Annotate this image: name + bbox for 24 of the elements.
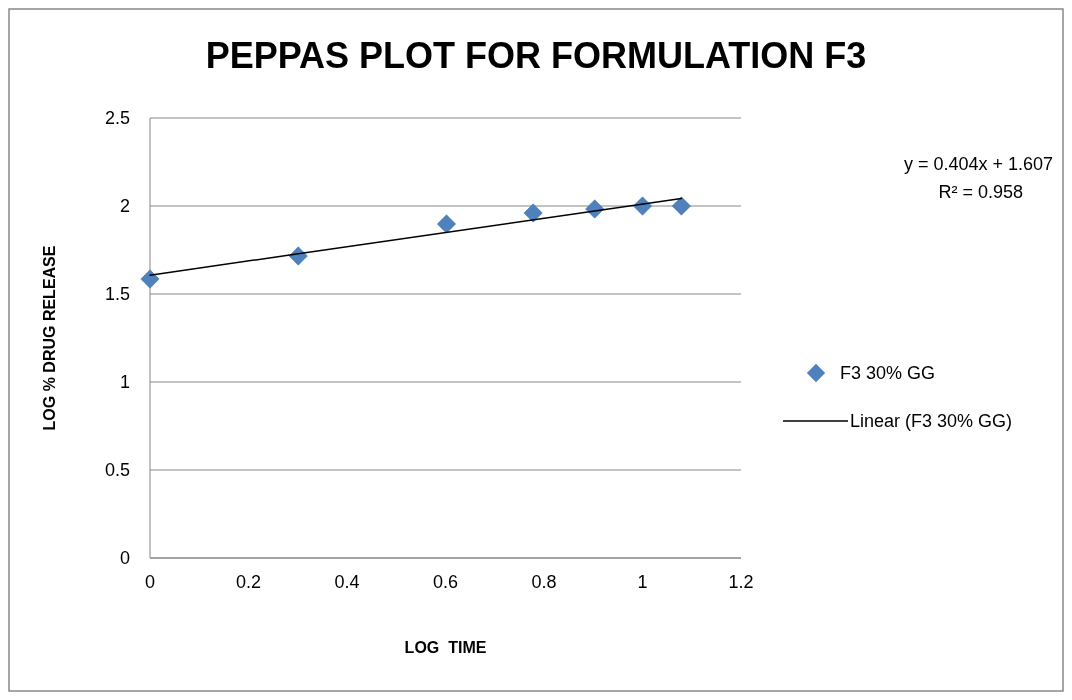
y-tick-label: 2.5 [104, 108, 130, 129]
y-tick-label: 2 [119, 196, 130, 217]
x-axis-title: LOG TIME [404, 639, 487, 656]
chart-title: PEPPAS PLOT FOR FORMULATION F3 [205, 35, 867, 76]
y-axis-title: LOG % DRUG RELEASE [41, 245, 58, 431]
x-tick-label: 0.8 [531, 572, 557, 592]
x-tick-label: 0.2 [235, 572, 262, 592]
point [671, 196, 691, 216]
y-tick-label: 0.5 [104, 460, 130, 481]
legend-label: Linear (F3 30% GG) [850, 411, 1013, 432]
y-tick-label: 1 [119, 372, 130, 393]
text: R² = 0.958 [938, 182, 1023, 202]
x-tick-label: 0.4 [334, 572, 360, 592]
point [437, 214, 456, 234]
x-tick-label: 1.2 [728, 572, 754, 592]
y-tick-label: 0 [119, 548, 130, 569]
legend-label: F3 30% GG [840, 363, 936, 384]
point [140, 269, 160, 289]
x-tick-label: 0 [144, 572, 156, 592]
x-tick-label: 1 [637, 572, 648, 592]
y-tick-label: 1.5 [104, 284, 130, 305]
point [523, 203, 543, 223]
x-tick-label: 0.6 [432, 572, 459, 592]
text: y = 0.404x + 1.607 [903, 154, 1053, 174]
